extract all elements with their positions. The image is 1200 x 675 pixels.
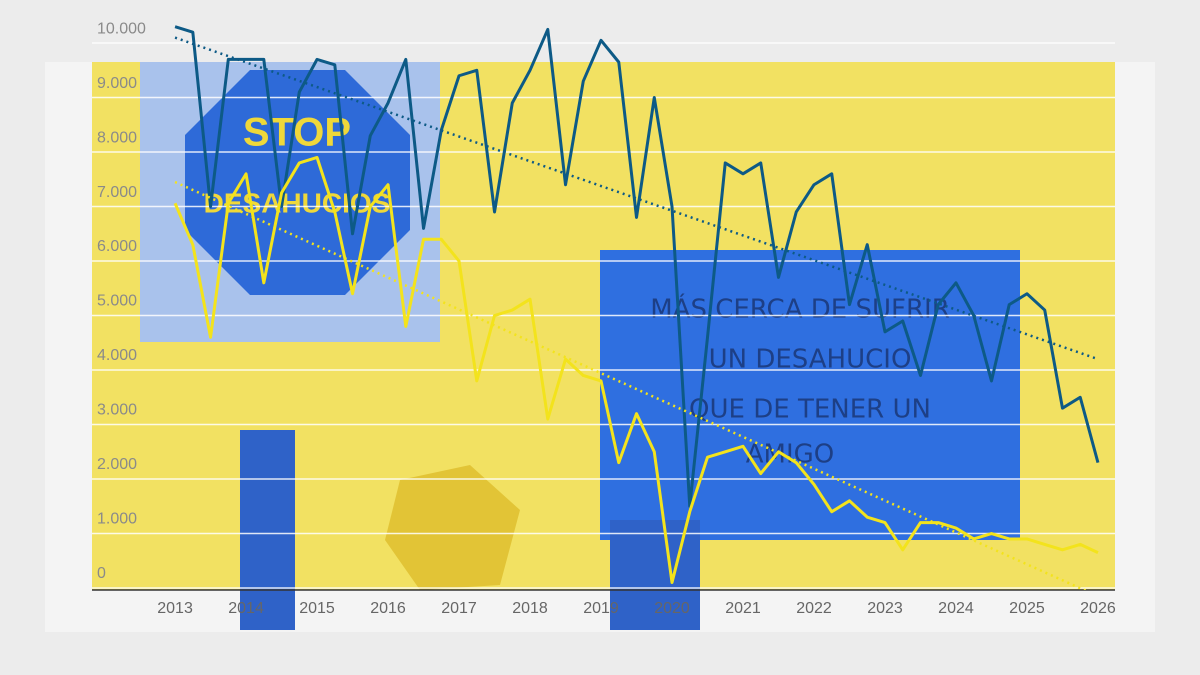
x-tick-label: 2022 (796, 600, 832, 617)
placard-line: AMIGO (746, 440, 835, 470)
y-tick-label: 5.000 (97, 293, 137, 310)
photo-background (92, 62, 1115, 630)
placard: MÁS CERCA DE SUFRIR UN DESAHUCIO QUE DE … (650, 293, 950, 470)
placard-line: QUE DE TENER UN (689, 395, 931, 425)
y-tick-label: 10.000 (97, 20, 146, 37)
x-tick-label: 2013 (157, 600, 193, 617)
y-tick-label: 1.000 (97, 511, 137, 528)
y-tick-label: 7.000 (97, 184, 137, 201)
x-tick-label: 2024 (938, 600, 974, 617)
trend-line (174, 36, 1099, 361)
x-tick-label: 2016 (370, 600, 406, 617)
y-tick-label: 4.000 (97, 347, 137, 364)
x-tick-label: 2017 (441, 600, 477, 617)
series-line (173, 155, 1099, 585)
y-tick-label: 0 (97, 565, 106, 582)
x-tick-label: 2019 (583, 600, 619, 617)
x-tick-label: 2026 (1080, 600, 1116, 617)
x-tick-label: 2014 (228, 600, 264, 617)
y-tick-label: 6.000 (97, 238, 137, 255)
x-tick-label: 2021 (725, 600, 761, 617)
y-tick-label: 3.000 (97, 402, 137, 419)
x-tick-label: 2025 (1009, 600, 1045, 617)
series-line (174, 25, 1100, 508)
x-tick-label: 2018 (512, 600, 548, 617)
placard-line: MÁS CERCA DE SUFRIR (650, 293, 950, 325)
x-tick-label: 2023 (867, 600, 903, 617)
x-tick-label: 2015 (299, 600, 335, 617)
sign-stop: STOP (243, 111, 351, 155)
y-tick-label: 2.000 (97, 456, 137, 473)
trend-line (174, 180, 1088, 590)
plot-area (173, 25, 1100, 590)
x-tick-label: 2020 (654, 600, 690, 617)
y-tick-label: 9.000 (97, 75, 137, 92)
sign-desahucios: DESAHUCIOS (204, 187, 391, 218)
y-tick-label: 8.000 (97, 129, 137, 146)
